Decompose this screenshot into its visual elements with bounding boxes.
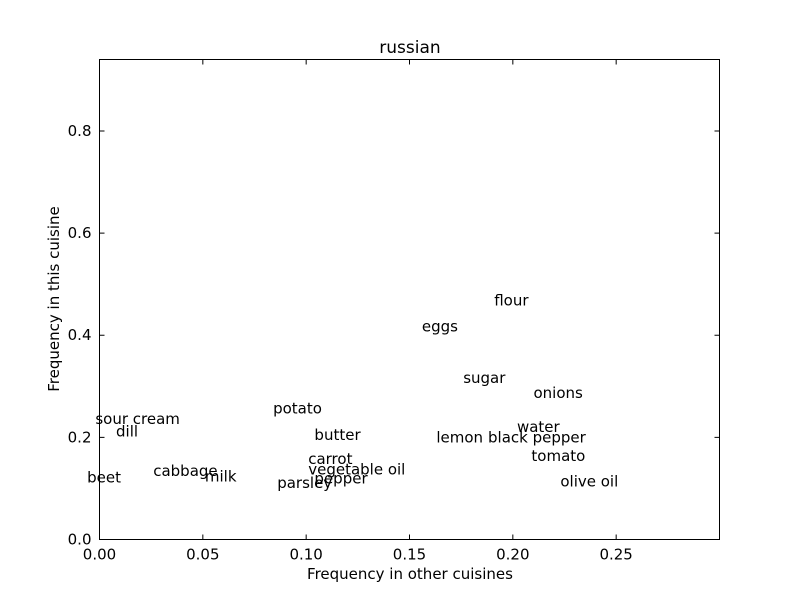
point-label-sugar: sugar bbox=[463, 369, 506, 387]
x-tick-label: 0.25 bbox=[599, 546, 632, 564]
y-tick-label: 0.2 bbox=[68, 428, 92, 446]
x-axis-label: Frequency in other cuisines bbox=[307, 565, 513, 583]
x-tick-label: 0.00 bbox=[83, 546, 116, 564]
point-label-lemon: lemon bbox=[436, 428, 483, 446]
point-label-beet: beet bbox=[87, 468, 121, 486]
x-tick-label: 0.20 bbox=[496, 546, 529, 564]
x-tick-label: 0.15 bbox=[393, 546, 426, 564]
point-label-potato: potato bbox=[273, 399, 322, 417]
point-label-water: water bbox=[517, 418, 561, 436]
point-label-dill: dill bbox=[116, 422, 138, 440]
point-label-sour-cream: sour cream bbox=[95, 410, 180, 428]
point-label-parsley: parsley bbox=[277, 474, 332, 492]
point-label-tomato: tomato bbox=[531, 447, 585, 465]
y-axis-label: Frequency in this cuisine bbox=[45, 206, 63, 391]
x-tick-label: 0.05 bbox=[186, 546, 219, 564]
point-label-flour: flour bbox=[494, 292, 529, 310]
point-label-pepper: pepper bbox=[314, 469, 368, 487]
point-label-black-pepper: black pepper bbox=[488, 428, 587, 446]
y-tick-label: 0.6 bbox=[68, 224, 92, 242]
y-tick-label: 0.4 bbox=[68, 326, 92, 344]
x-tick-label: 0.10 bbox=[289, 546, 322, 564]
point-label-milk: milk bbox=[205, 467, 237, 485]
point-label-olive-oil: olive oil bbox=[560, 472, 618, 490]
chart-title: russian bbox=[379, 38, 440, 58]
y-tick-label: 0.0 bbox=[68, 531, 92, 549]
plot-frame bbox=[99, 59, 720, 540]
y-tick-label: 0.8 bbox=[68, 122, 92, 140]
data-labels: flour eggs sugar onions potato sour creamdill… bbox=[87, 292, 618, 492]
point-label-butter: butter bbox=[314, 426, 361, 444]
point-label-vegetable-oil: vegetable oil bbox=[308, 461, 405, 479]
point-label-cabbage: cabbage bbox=[153, 462, 217, 480]
point-label-onions: onions bbox=[534, 384, 584, 402]
point-label-eggs: eggs bbox=[422, 318, 458, 336]
point-label-carrot: carrot bbox=[308, 450, 352, 468]
